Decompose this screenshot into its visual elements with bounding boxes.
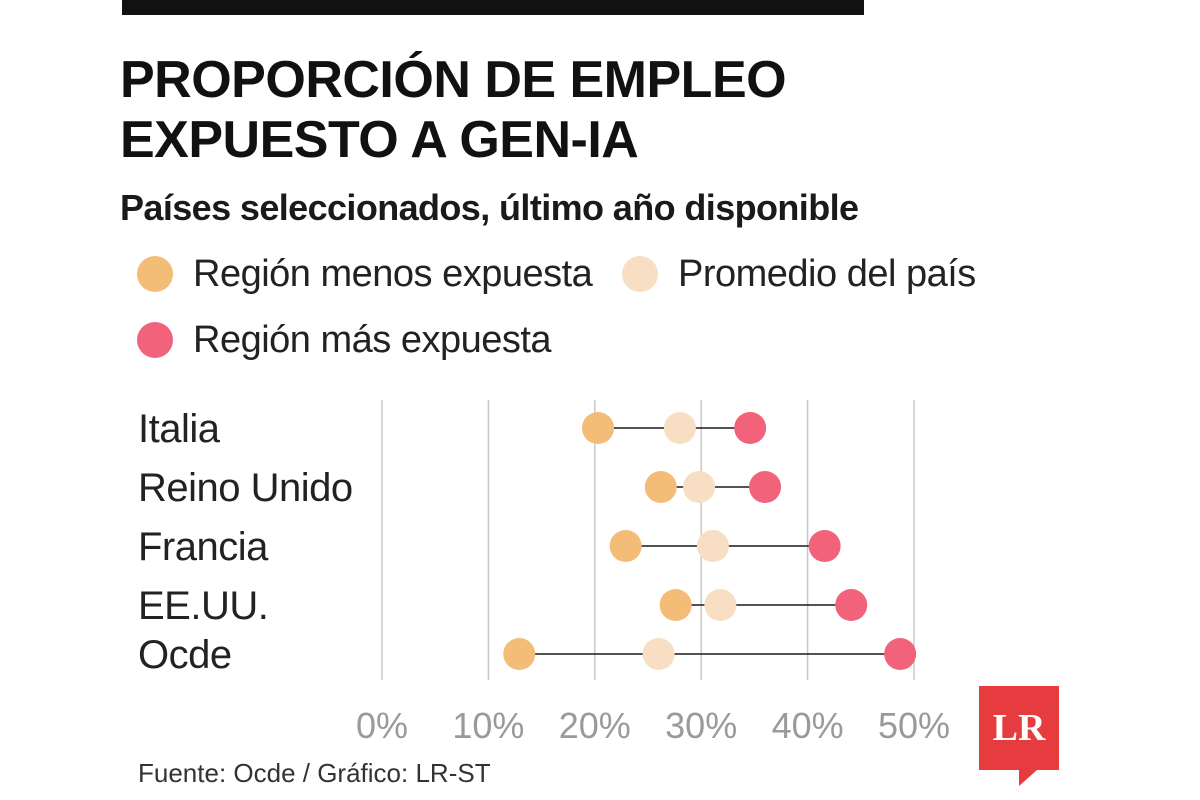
source-note: Fuente: Ocde / Gráfico: LR-ST <box>138 758 491 788</box>
x-tick-label-50: 50% <box>878 705 950 746</box>
dot-ee-uu-series-0 <box>659 589 692 621</box>
category-labels-layer: Italia Reino Unido Francia EE.UU. Ocde <box>138 407 353 677</box>
logo-text: LR <box>993 707 1046 749</box>
dot-italia-series-1 <box>663 412 696 444</box>
tick-labels-layer: 0% 10% 20% 30% 40% 50% <box>356 705 950 746</box>
legend-item-most-exposed: Región más expuesta <box>137 317 552 363</box>
x-tick-label-40: 40% <box>772 705 844 746</box>
dot-ee-uu-series-2 <box>835 589 868 621</box>
dot-francia-series-0 <box>609 530 642 562</box>
category-label-reino-unido: Reino Unido <box>138 466 353 510</box>
category-label-francia: Francia <box>138 525 269 569</box>
category-label-ee-uu: EE.UU. <box>138 584 268 628</box>
title-line-2: EXPUESTO A GEN-IA <box>120 111 639 169</box>
dot-ocde-series-2 <box>884 638 917 670</box>
legend-label-most-exposed: Región más expuesta <box>193 319 552 361</box>
legend-dot-most-exposed <box>137 322 173 358</box>
x-tick-label-10: 10% <box>452 705 524 746</box>
legend-item-country-average: Promedio del país <box>622 251 976 297</box>
legend-item-least-exposed: Región menos expuesta <box>137 251 593 297</box>
logo-speech-bubble-icon <box>979 686 1059 786</box>
dot-reino-unido-series-2 <box>749 471 782 503</box>
legend-dot-least-exposed <box>137 256 173 292</box>
dot-francia-series-2 <box>808 530 841 562</box>
dot-reino-unido-series-0 <box>644 471 677 503</box>
category-label-ocde: Ocde <box>138 633 232 677</box>
dot-italia-series-2 <box>734 412 767 444</box>
dot-francia-series-1 <box>696 530 729 562</box>
chart-title: PROPORCIÓN DE EMPLEO EXPUESTO A GEN-IA <box>120 50 1020 170</box>
x-tick-label-0: 0% <box>356 705 408 746</box>
dot-ee-uu-series-1 <box>704 589 737 621</box>
chart-subtitle: Países seleccionados, último año disponi… <box>120 187 859 228</box>
top-rule <box>122 0 864 15</box>
legend-dot-country-average <box>622 256 658 292</box>
dot-ocde-series-0 <box>503 638 536 670</box>
lr-logo: LR <box>979 686 1059 786</box>
dot-italia-series-0 <box>581 412 614 444</box>
category-label-italia: Italia <box>138 407 221 451</box>
dot-ocde-series-1 <box>642 638 675 670</box>
legend-label-least-exposed: Región menos expuesta <box>193 253 593 295</box>
x-tick-label-30: 30% <box>665 705 737 746</box>
x-tick-label-20: 20% <box>559 705 631 746</box>
title-line-1: PROPORCIÓN DE EMPLEO <box>120 51 787 109</box>
dot-reino-unido-series-1 <box>683 471 716 503</box>
legend-label-country-average: Promedio del país <box>678 253 976 295</box>
dots-layer <box>503 412 917 670</box>
